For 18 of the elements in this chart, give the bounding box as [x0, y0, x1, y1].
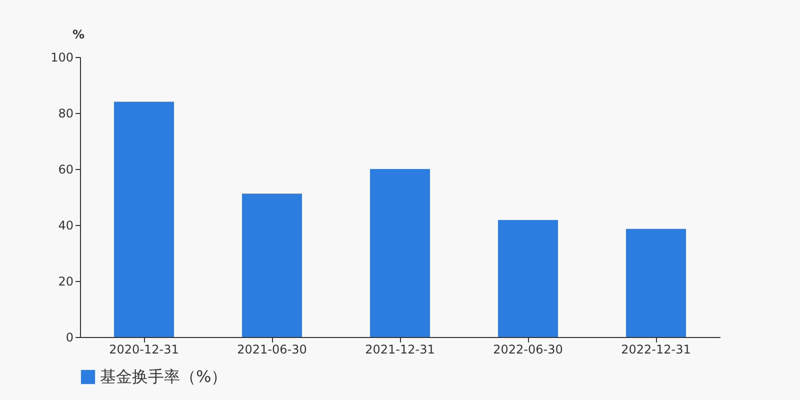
bar	[626, 228, 686, 337]
bar	[242, 194, 302, 337]
x-tick-label: 2022-06-30	[493, 342, 563, 356]
y-tick-label: 60	[58, 162, 74, 176]
y-tick-label: 20	[58, 274, 74, 288]
legend-label: 基金换手率（%）	[100, 367, 228, 386]
bar	[114, 102, 174, 337]
bar	[498, 220, 558, 337]
x-tick-label: 2021-06-30	[237, 342, 307, 356]
bar	[370, 169, 430, 337]
y-tick-label: 80	[58, 106, 74, 120]
y-axis-title: %	[72, 28, 85, 42]
y-tick-label: 40	[58, 218, 74, 232]
x-tick-label: 2020-12-31	[109, 342, 179, 356]
x-tick-label: 2021-12-31	[365, 342, 435, 356]
x-tick-label: 2022-12-31	[621, 342, 691, 356]
y-tick-label: 100	[50, 50, 74, 64]
y-tick-label: 0	[66, 330, 74, 344]
